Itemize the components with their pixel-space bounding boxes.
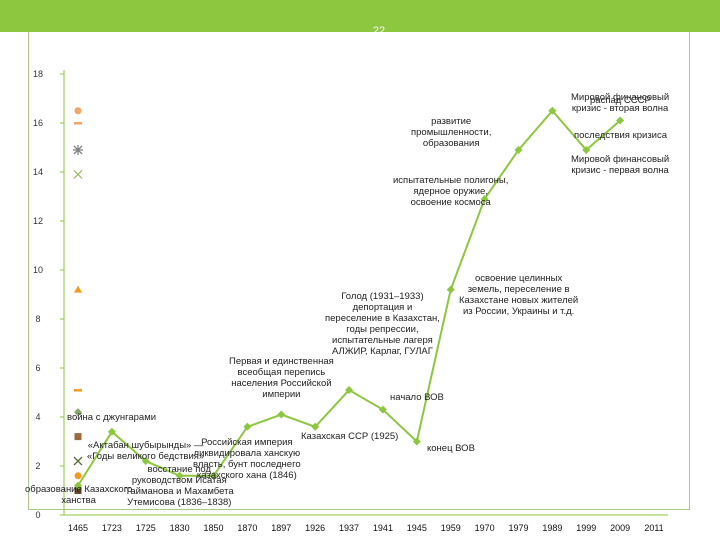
x-tick-label: 1999 [576,523,596,533]
x-tick-label: 1465 [68,523,88,533]
x-tick-label: 1897 [271,523,291,533]
x-tick-label: 1945 [407,523,427,533]
marker-dash [74,389,82,392]
y-tick-label: 6 [35,363,40,373]
chart-annotation: Первая и единственная всеобщая перепись … [229,356,334,400]
data-point [243,422,252,431]
y-tick-label: 12 [33,216,43,226]
x-tick-label: 1937 [339,523,359,533]
chart-annotation: конец ВОВ [427,443,475,454]
data-point [141,457,150,466]
x-tick-label: 1989 [542,523,562,533]
data-point [74,481,82,490]
data-point [277,410,286,419]
y-tick-label: 16 [33,118,43,128]
chart-annotation: начало ВОВ [390,392,444,403]
chart-annotation: испытательные полигоны, ядерное оружие, … [393,175,509,208]
data-point [514,145,523,154]
chart-annotation: распад СССР [590,95,651,106]
x-tick-label: 1979 [508,523,528,533]
x-tick-label: 2011 [644,523,663,533]
chart-annotation: Голод (1931–1933) депортация и переселен… [325,291,440,357]
data-point [480,194,489,203]
x-tick-label: 2009 [610,523,630,533]
x-tick-label: 1926 [305,523,325,533]
marker-diamond [74,408,82,417]
marker-square [74,487,82,494]
x-tick-label: 1850 [204,523,224,533]
x-tick-label: 1725 [136,523,156,533]
marker-stroke [73,456,83,466]
x-tick-label: 1941 [373,523,393,533]
data-point [412,437,421,446]
x-tick-label: 1970 [475,523,495,533]
marker-triangle [74,285,82,293]
data-point [345,386,354,395]
x-tick-label: 1830 [170,523,190,533]
y-tick-label: 0 [35,510,40,520]
data-point [548,106,557,115]
chart-annotation: развитие промышленности, образования [411,116,492,149]
marker-circle [74,107,82,115]
marker-x [73,456,83,466]
data-point [209,471,218,480]
data-point [378,405,387,414]
y-tick-label: 14 [33,167,43,177]
chart-annotation: война с джунгарами [67,412,157,423]
marker-square [74,433,82,441]
marker-x [73,169,83,179]
y-tick-label: 2 [35,461,40,471]
data-point [107,427,116,436]
marker-stroke [73,169,83,179]
data-point [446,285,455,294]
data-point [311,422,320,431]
marker-circle [74,472,82,480]
chart-annotation: Мировой финансовый кризис - первая волна [571,154,670,176]
y-tick-label: 10 [33,265,43,275]
marker-dash [74,122,82,125]
slide-header-band [0,0,720,32]
chart-annotation: «Актабан шубырынды» — «Годы великого бед… [87,440,205,462]
y-tick-label: 8 [35,314,40,324]
y-tick-label: 18 [33,69,43,79]
data-point [582,145,591,154]
chart-annotation: Мировой финансовый кризис - вторая волна [571,92,670,114]
chart-annotation: образование Казахского ханства [25,484,133,506]
marker-star [73,144,83,155]
chart-annotation: последствия кризиса [574,130,668,141]
y-tick-label: 4 [35,412,40,422]
slide-number: 22 [372,25,386,37]
x-tick-label: 1870 [237,523,257,533]
chart-annotation: Казахская ССР (1925) [301,431,399,442]
chart-annotation: освоение целинных земель, переселение в … [459,273,579,317]
x-tick-label: 1959 [441,523,461,533]
chart-annotation: восстание под руководством Исатая Тайман… [125,464,234,508]
chart-annotation: Российская империя ликвидировала ханскую… [193,437,301,481]
x-tick-label: 1723 [102,523,122,533]
data-point [175,471,184,480]
data-point [616,116,625,125]
